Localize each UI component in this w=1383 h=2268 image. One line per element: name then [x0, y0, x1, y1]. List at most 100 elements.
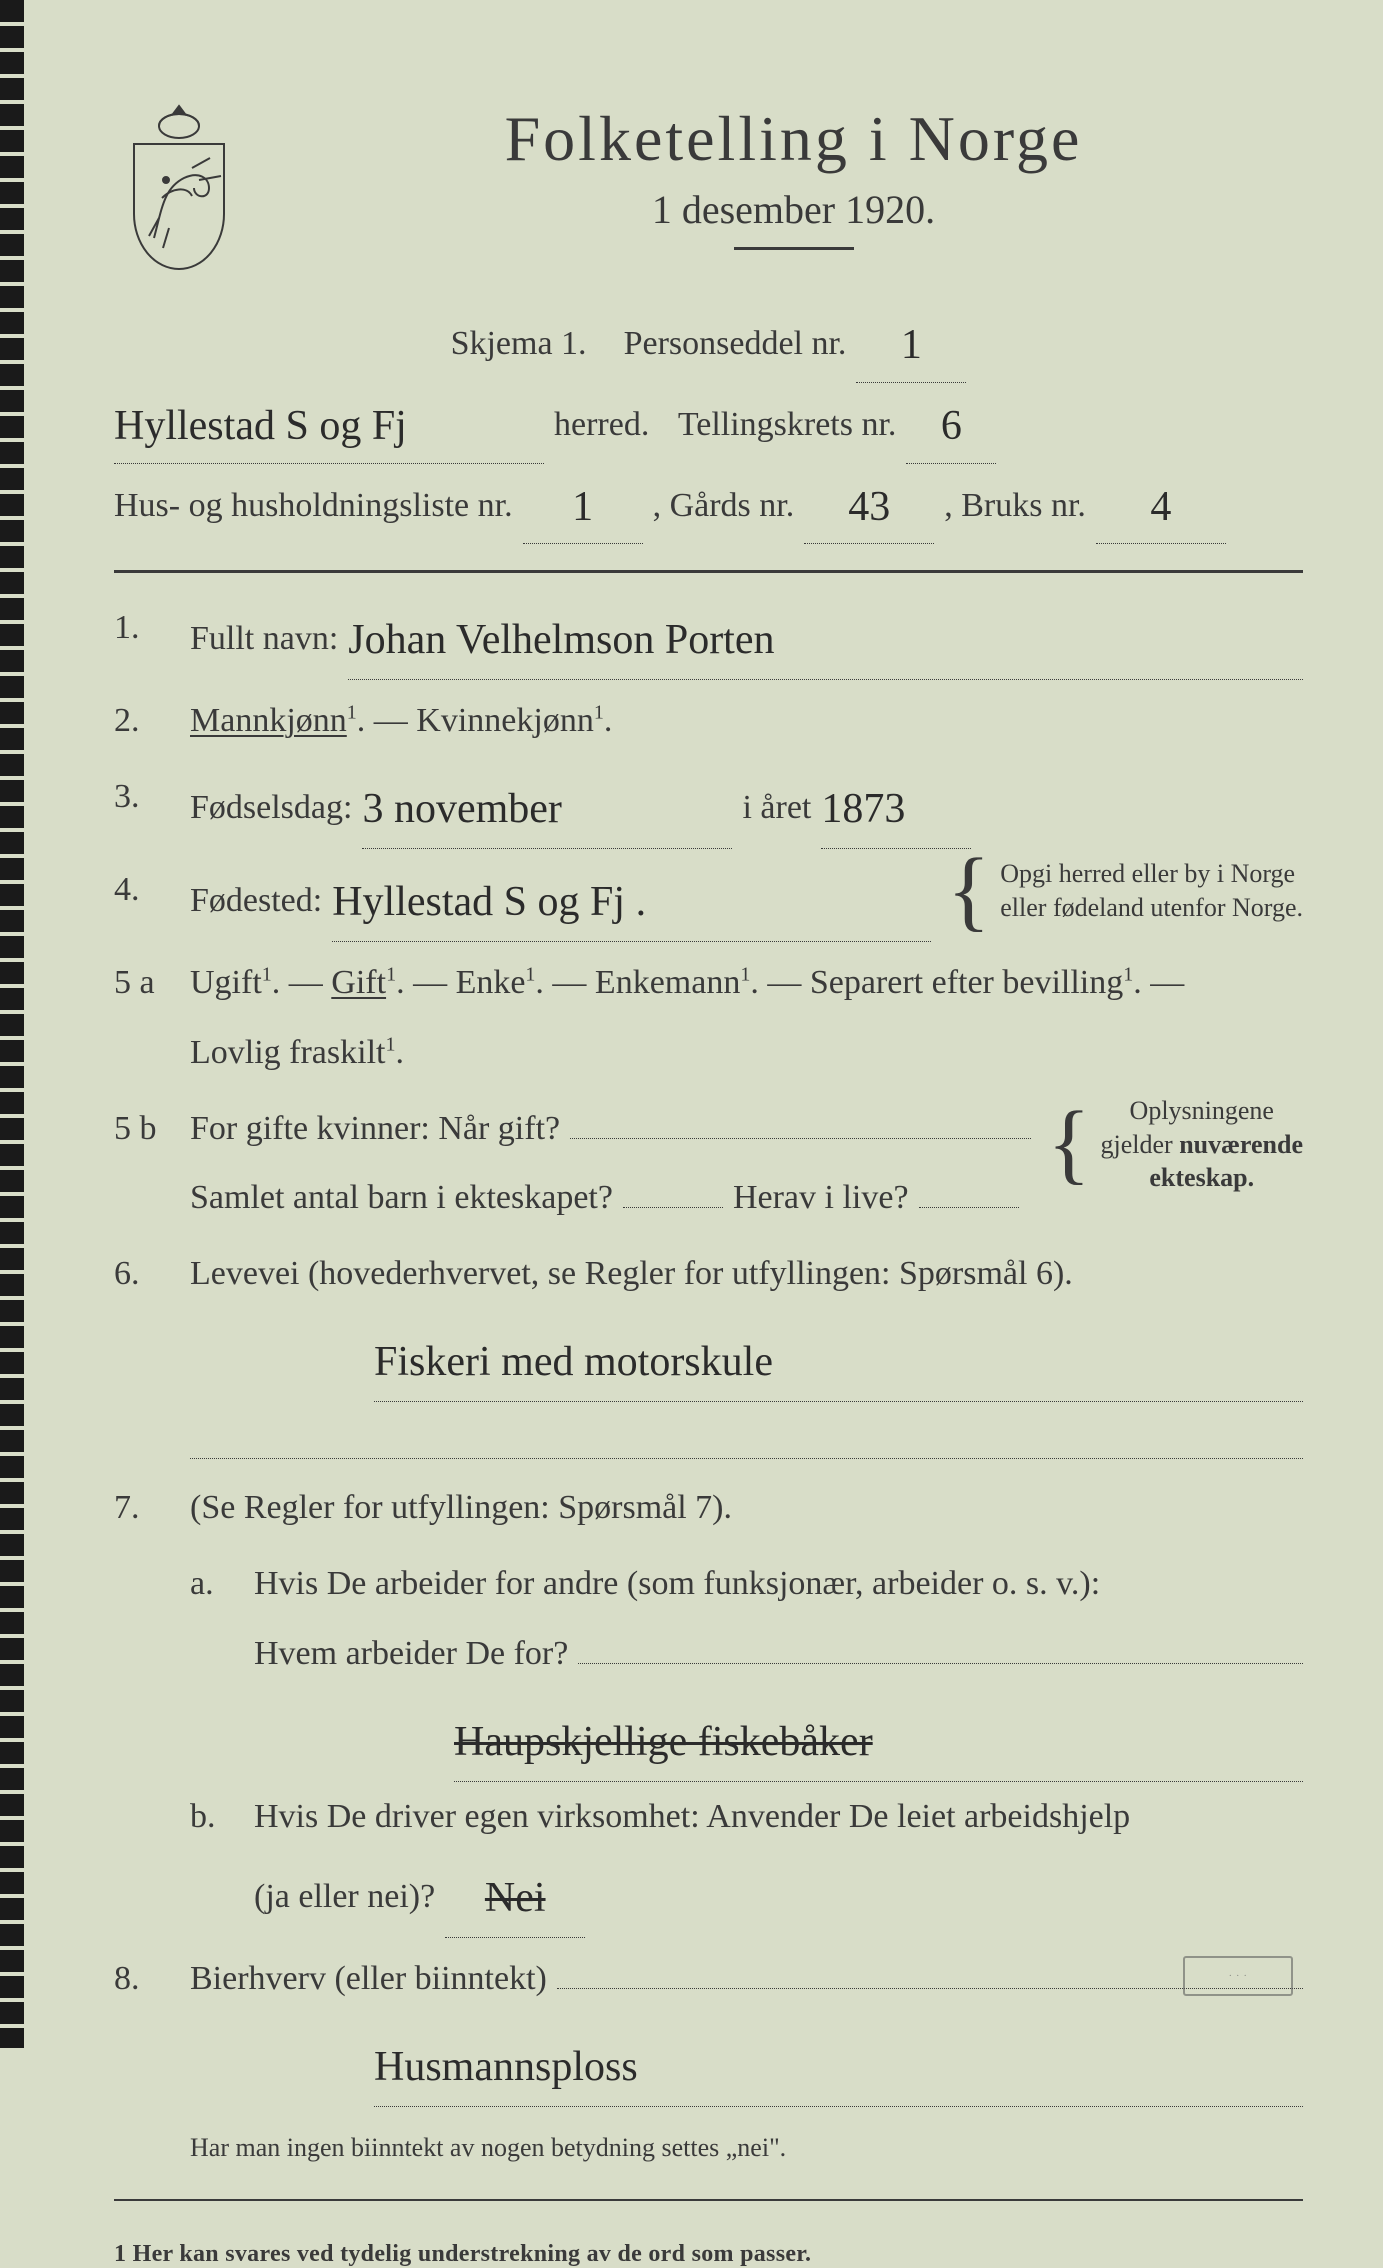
q1-num: 1. — [114, 593, 166, 680]
brace-icon: { — [947, 855, 990, 927]
form-header: Folketelling i Norge 1 desember 1920. — [114, 90, 1303, 278]
q2-mann: Mannkjønn — [190, 702, 347, 739]
title-block: Folketelling i Norge 1 desember 1920. — [284, 90, 1303, 250]
q3: 3. Fødselsdag: 3 november i året 1873 — [114, 762, 1303, 849]
q7a: a. Hvis De arbeider for andre (som funks… — [190, 1549, 1303, 1688]
divider-2 — [114, 2199, 1303, 2201]
q5b-note-l1: Oplysningene — [1101, 1094, 1303, 1128]
q5a-enkemann: Enkemann — [595, 964, 740, 1001]
q3-label: Fødselsdag: — [190, 773, 352, 843]
q8-answer-row: Husmannsploss — [374, 2020, 1303, 2107]
q7a-l1: Hvis De arbeider for andre (som funksjon… — [254, 1549, 1303, 1619]
personseddel-label: Personseddel nr. — [624, 312, 847, 377]
q5b-l2a-fill — [623, 1171, 723, 1208]
q7a-num: a. — [190, 1549, 230, 1688]
q5a-separert: Separert efter bevilling — [810, 964, 1123, 1001]
q3-year: 1873 — [821, 762, 971, 849]
q7b-num: b. — [190, 1782, 230, 1939]
q5a: 5 a Ugift1. — Gift1. — Enke1. — Enkemann… — [114, 948, 1303, 1087]
q8-foot: Har man ingen biinntekt av nogen betydni… — [190, 2121, 1303, 2174]
meta-row-3: Hus- og husholdningsliste nr. 1 , Gårds … — [114, 464, 1303, 545]
herred-label: herred. — [554, 393, 649, 458]
q5b: 5 b For gifte kvinner: Når gift? Samlet … — [114, 1094, 1303, 1233]
q4-value: Hyllestad S og Fj . — [332, 855, 931, 942]
q1-value: Johan Velhelmson Porten — [348, 593, 1303, 680]
q8: 8. Bierhverv (eller biinntekt) — [114, 1944, 1303, 2014]
personseddel-value: 1 — [856, 302, 966, 383]
q5b-l2a: Samlet antal barn i ekteskapet? — [190, 1163, 613, 1233]
film-edge-perforation — [0, 0, 24, 2048]
form-subtitle: 1 desember 1920. — [284, 186, 1303, 233]
herred-value: Hyllestad S og Fj — [114, 383, 544, 464]
q1-label: Fullt navn: — [190, 604, 338, 674]
form-title: Folketelling i Norge — [284, 102, 1303, 176]
q4-note-l2: eller fødeland utenfor Norge. — [1000, 891, 1303, 925]
q5a-num: 5 a — [114, 948, 166, 1087]
meta-row-2: Hyllestad S og Fj herred. Tellingskrets … — [114, 383, 1303, 464]
q7b-l1: Hvis De driver egen virksomhet: Anvender… — [254, 1782, 1303, 1852]
census-form-page: Folketelling i Norge 1 desember 1920. Sk… — [24, 0, 1383, 2048]
brace-icon: { — [1047, 1108, 1090, 1180]
meta-block: Skjema 1. Personseddel nr. 1 Hyllestad S… — [114, 302, 1303, 544]
gards-value: 43 — [804, 464, 934, 545]
q3-day: 3 november — [362, 762, 732, 849]
hushold-value: 1 — [523, 464, 643, 545]
q6-blank-row — [190, 1412, 1303, 1460]
hushold-label: Hus- og husholdningsliste nr. — [114, 474, 513, 539]
q2-num: 2. — [114, 686, 166, 756]
q4: 4. Fødested: Hyllestad S og Fj . { Opgi … — [114, 855, 1303, 942]
q5b-num: 5 b — [114, 1094, 166, 1233]
question-list: 1. Fullt navn: Johan Velhelmson Porten 2… — [114, 593, 1303, 2174]
title-underline — [734, 247, 854, 250]
q7a-l2: Hvem arbeider De for? — [254, 1619, 568, 1689]
q3-num: 3. — [114, 762, 166, 849]
footnote: 1 Her kan svares ved tydelig understrekn… — [114, 2241, 1303, 2268]
q4-note: { Opgi herred eller by i Norge eller fød… — [947, 855, 1303, 927]
q5b-note-l2: gjelder nuværende — [1101, 1128, 1303, 1162]
q7b-l2: (ja eller nei)? — [254, 1862, 435, 1932]
bruks-label: , Bruks nr. — [944, 474, 1086, 539]
q8-num: 8. — [114, 1944, 166, 2014]
q5a-ugift: Ugift — [190, 964, 262, 1001]
q5b-l2b-fill — [919, 1171, 1019, 1208]
q5a-lovlig: Lovlig fraskilt — [190, 1034, 385, 1071]
q7a-value: Haupskjellige fiskebåker — [454, 1695, 1303, 1782]
q6: 6. Levevei (hovederhvervet, se Regler fo… — [114, 1239, 1303, 1309]
gards-label: , Gårds nr. — [653, 474, 795, 539]
q6-label: Levevei (hovederhvervet, se Regler for u… — [190, 1255, 1073, 1292]
bruks-value: 4 — [1096, 464, 1226, 545]
q6-blank — [190, 1412, 1303, 1460]
q6-value: Fiskeri med motorskule — [374, 1315, 1303, 1402]
q5a-gift: Gift — [331, 964, 386, 1001]
q8-value: Husmannsploss — [374, 2020, 1303, 2107]
coat-of-arms-icon — [114, 98, 244, 278]
q1: 1. Fullt navn: Johan Velhelmson Porten — [114, 593, 1303, 680]
q3-iaret: i året — [742, 773, 811, 843]
q6-answer-row: Fiskeri med motorskule — [374, 1315, 1303, 1402]
q7a-l2-fill — [578, 1626, 1303, 1663]
q5b-note-l3: ekteskap. — [1101, 1161, 1303, 1195]
meta-row-1: Skjema 1. Personseddel nr. 1 — [114, 302, 1303, 383]
q7b: b. Hvis De driver egen virksomhet: Anven… — [190, 1782, 1303, 1939]
q2-kvinne: Kvinnekjønn — [416, 702, 594, 739]
q4-label: Fødested: — [190, 866, 322, 936]
q5b-l2b: Herav i live? — [733, 1163, 909, 1233]
q5a-enke: Enke — [456, 964, 526, 1001]
q5b-l1-fill — [570, 1101, 1031, 1138]
tellingskrets-label: Tellingskrets nr. — [678, 393, 897, 458]
tellingskrets-value: 6 — [906, 383, 996, 464]
q7: 7. (Se Regler for utfyllingen: Spørsmål … — [114, 1473, 1303, 1543]
archive-stamp: · · · — [1183, 1956, 1293, 1996]
q7b-value: Nei — [445, 1851, 585, 1938]
q7-num: 7. — [114, 1473, 166, 1543]
q7-label: (Se Regler for utfyllingen: Spørsmål 7). — [190, 1489, 732, 1526]
q5b-l1: For gifte kvinner: Når gift? — [190, 1094, 560, 1164]
q2: 2. Mannkjønn1. — Kvinnekjønn1. — [114, 686, 1303, 756]
q7a-answer-row: Haupskjellige fiskebåker — [454, 1695, 1303, 1782]
q4-note-l1: Opgi herred eller by i Norge — [1000, 857, 1303, 891]
q5b-note: { Oplysningene gjelder nuværende ekteska… — [1047, 1094, 1303, 1195]
divider-1 — [114, 570, 1303, 573]
q4-num: 4. — [114, 855, 166, 942]
q6-num: 6. — [114, 1239, 166, 1309]
q8-label: Bierhverv (eller biinntekt) — [190, 1944, 547, 2014]
